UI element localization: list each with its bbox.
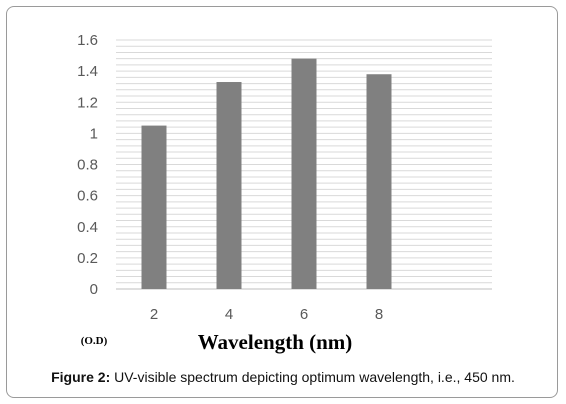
y-axis-label: (O.D) — [81, 335, 108, 347]
y-axis-ticks: 0 0.2 0.4 0.6 0.8 1 1.2 1.4 1.6 — [77, 32, 98, 298]
x-axis-ticks: 2 4 6 8 — [150, 306, 383, 323]
y-tick-label: 1 — [90, 125, 98, 142]
bar — [291, 58, 317, 289]
x-axis-label: Wavelength (nm) — [198, 330, 353, 354]
y-tick-label: 1.6 — [77, 32, 98, 49]
caption-label: Figure 2: — [51, 369, 111, 385]
y-tick-label: 0.4 — [77, 219, 98, 236]
caption-text: UV-visible spectrum depicting optimum wa… — [110, 369, 515, 385]
y-tick-label: 0 — [90, 281, 98, 298]
x-tick-label: 2 — [150, 306, 158, 323]
y-tick-label: 0.2 — [77, 250, 98, 267]
figure-caption: Figure 2: UV-visible spectrum depicting … — [0, 369, 566, 385]
x-tick-label: 6 — [300, 306, 308, 323]
bar — [366, 74, 392, 289]
bar — [216, 82, 242, 289]
y-tick-label: 1.4 — [77, 63, 98, 80]
bars — [141, 58, 392, 289]
y-tick-label: 0.8 — [77, 157, 98, 174]
x-tick-label: 4 — [225, 306, 233, 323]
bar — [141, 125, 167, 289]
y-tick-label: 0.6 — [77, 188, 98, 205]
y-tick-label: 1.2 — [77, 94, 98, 111]
x-tick-label: 8 — [375, 306, 383, 323]
